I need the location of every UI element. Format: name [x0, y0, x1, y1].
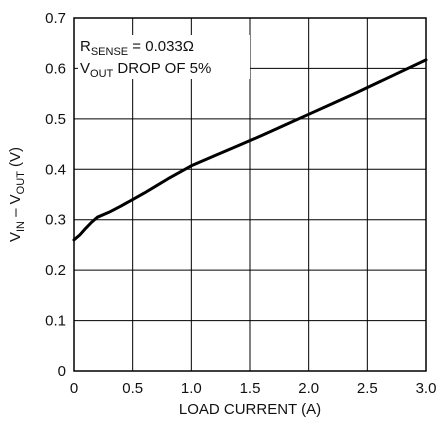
annotation-rsense: RSENSE = 0.033Ω: [80, 38, 194, 58]
y-tick-label: 0: [58, 363, 66, 380]
x-tick-label: 2.5: [357, 380, 378, 397]
x-tick-label: 0: [70, 380, 78, 397]
y-tick-label: 0.1: [45, 313, 66, 330]
x-tick-label: 1.5: [240, 380, 261, 397]
y-axis-title: VIN – VOUT (V): [7, 147, 27, 242]
x-tick-label: 3.0: [416, 380, 437, 397]
y-tick-label: 0.3: [45, 212, 66, 229]
y-tick-label: 0.4: [45, 161, 66, 178]
series-line-vin-vout: [72, 58, 428, 242]
x-tick-label: 2.0: [298, 380, 319, 397]
annotation-vout-drop: VOUT DROP OF 5%: [80, 60, 211, 80]
y-tick-label: 0.6: [45, 60, 66, 77]
y-tick-label: 0.5: [45, 111, 66, 128]
y-tick-label: 0.7: [45, 10, 66, 27]
x-axis-title: LOAD CURRENT (A): [179, 401, 321, 418]
x-tick-label: 1.0: [181, 380, 202, 397]
plot-frame: [73, 17, 427, 372]
y-tick-labels: 0 0.1 0.2 0.3 0.4 0.5 0.6 0.7: [45, 10, 66, 380]
x-tick-label: 0.5: [122, 380, 143, 397]
annotation-background: [78, 35, 250, 79]
y-tick-label: 0.2: [45, 262, 66, 279]
x-tick-labels: 0 0.5 1.0 1.5 2.0 2.5 3.0: [70, 380, 437, 397]
